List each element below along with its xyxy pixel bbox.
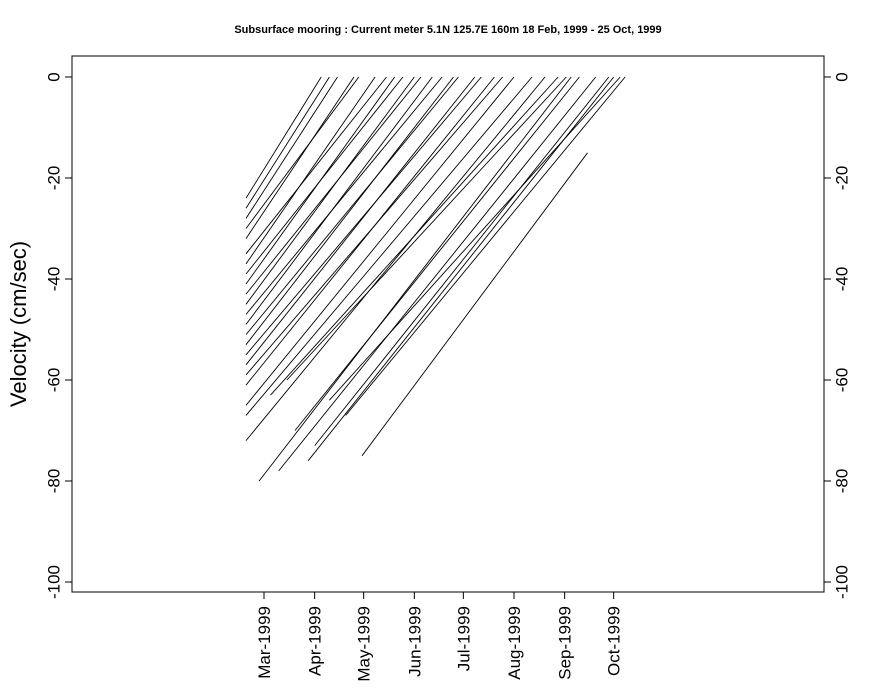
series-line-6 <box>245 76 433 325</box>
series-line-27 <box>245 76 330 209</box>
y-tick-label-left: -80 <box>44 469 63 494</box>
x-tick-label: May-1999 <box>355 606 374 682</box>
y-tick-label-right: -60 <box>832 368 851 393</box>
x-tick-label: Jul-1999 <box>454 606 473 671</box>
y-tick-label-left: -60 <box>44 368 63 393</box>
x-tick-label: Jun-1999 <box>405 606 424 677</box>
series-line-30 <box>245 76 443 315</box>
x-tick-label: Aug-1999 <box>505 606 524 680</box>
series-line-13 <box>278 76 597 472</box>
series-line-18 <box>294 76 580 431</box>
series-line-28 <box>245 76 360 229</box>
series-line-21 <box>245 76 459 335</box>
series-line-3 <box>245 76 376 265</box>
series-line-15 <box>361 152 588 457</box>
series-line-20 <box>245 76 422 295</box>
x-tick-label: Sep-1999 <box>556 606 575 680</box>
y-axis-title: Velocity (cm/sec) <box>6 241 31 407</box>
y-tick-label-left: -40 <box>44 267 63 292</box>
y-tick-label-right: -20 <box>832 166 851 191</box>
series-line-25 <box>286 76 567 381</box>
chart-title: Subsurface mooring : Current meter 5.1N … <box>234 24 661 36</box>
series-line-0 <box>245 76 322 199</box>
y-tick-label-right: -80 <box>832 469 851 494</box>
series-line-29 <box>245 76 404 275</box>
series-line-1 <box>245 76 338 219</box>
series-line-24 <box>270 76 559 396</box>
x-tick-label: Oct-1999 <box>605 606 624 676</box>
series-line-16 <box>345 76 626 416</box>
series-line-12 <box>258 76 572 482</box>
y-axis-right: 0 -20 -40 -60 -80 -100 <box>823 72 851 599</box>
series-line-22 <box>245 76 503 376</box>
y-tick-label-left: 0 <box>44 72 63 81</box>
y-tick-label-right: -100 <box>832 565 851 599</box>
y-axis-left: 0 -20 -40 -60 -80 -100 <box>44 72 73 599</box>
y-tick-label-left: -100 <box>44 565 63 599</box>
x-tick-label: Apr-1999 <box>306 606 325 676</box>
series-line-5 <box>245 76 415 305</box>
series-layer <box>245 76 626 482</box>
series-line-19 <box>245 76 387 255</box>
series-line-7 <box>245 76 454 345</box>
series-line-10 <box>245 76 515 406</box>
series-line-8 <box>245 76 476 366</box>
plot-frame <box>71 55 825 593</box>
series-line-17 <box>314 76 610 446</box>
x-tick-label: Mar-1999 <box>255 606 274 679</box>
series-line-26 <box>329 76 621 401</box>
series-line-31 <box>245 76 482 356</box>
y-tick-label-right: -40 <box>832 267 851 292</box>
series-line-2 <box>245 76 355 239</box>
y-tick-label-right: 0 <box>832 72 851 81</box>
series-line-23 <box>245 76 533 416</box>
x-axis: Mar-1999 Apr-1999 May-1999 Jun-1999 Jul-1999… <box>255 591 624 682</box>
series-line-11 <box>245 76 546 441</box>
y-tick-label-left: -20 <box>44 166 63 191</box>
